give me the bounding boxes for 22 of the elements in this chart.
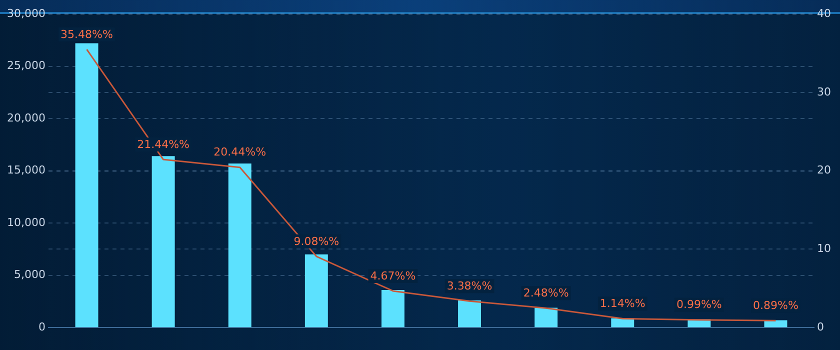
y2-tick-label: 30 [817,85,832,98]
y-tick-label: 30,000 [6,6,46,20]
y-tick-label: 5,000 [14,268,46,282]
data-label: 35.48%% [60,28,113,41]
data-label: 20.44%% [214,146,266,159]
data-label: 21.44%% [137,138,190,151]
y-tick-label: 25,000 [6,59,46,72]
y-tick-label: 15,000 [6,164,46,177]
data-label: 1.14%% [600,297,646,310]
data-label: 0.89%% [753,298,798,312]
data-label: 9.08%% [294,234,340,248]
data-label: 3.38%% [446,279,492,292]
y-tick-label: 0 [38,320,46,334]
data-label: 2.48%% [523,286,569,300]
data-label: 0.99%% [676,298,722,312]
y2-tick-label: 20 [817,164,832,177]
data-label: 4.67%% [370,269,416,282]
y2-tick-label: 40 [817,6,832,20]
y-tick-label: 10,000 [6,216,46,229]
y2-tick-label: 10 [817,242,832,256]
y-tick-label: 20,000 [6,111,46,124]
y2-tick-label: 0 [817,320,824,334]
